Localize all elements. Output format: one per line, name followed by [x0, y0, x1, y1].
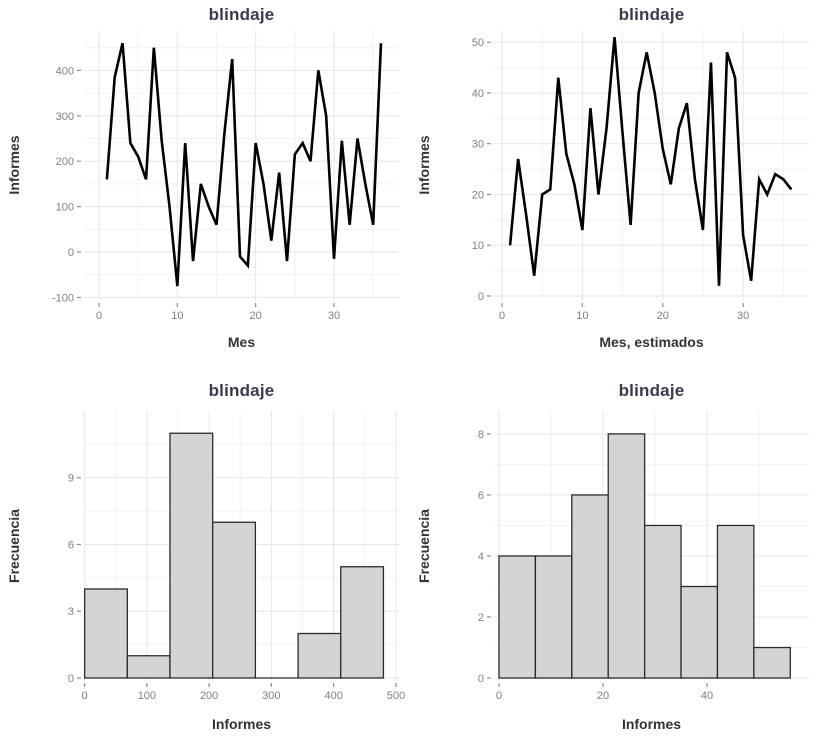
- svg-text:0: 0: [68, 673, 74, 685]
- svg-text:300: 300: [56, 111, 74, 123]
- plot-area: 0 100 200 300 400 500 0 3 6 9: [68, 411, 405, 702]
- svg-text:6: 6: [478, 490, 484, 502]
- line-chart-mes-estimados: 0 10 20 30 0 10 20 30 40 50 blindaje Informes Mes…: [410, 0, 819, 376]
- svg-text:2: 2: [478, 612, 484, 624]
- svg-text:6: 6: [68, 539, 74, 551]
- svg-text:50: 50: [472, 37, 484, 49]
- svg-text:0: 0: [96, 310, 102, 322]
- histogram-informes-estimados: 0 20 40 0 2 4 6 8 blindaje Frecuencia Informes: [410, 376, 819, 753]
- x-axis-label: Mes, estimados: [599, 334, 704, 350]
- plot-area: 0 20 40 0 2 4 6 8: [478, 411, 809, 702]
- svg-text:0: 0: [82, 690, 88, 702]
- svg-text:10: 10: [472, 240, 484, 252]
- svg-text:500: 500: [387, 690, 405, 702]
- svg-text:30: 30: [328, 310, 340, 322]
- histogram-informes: 0 100 200 300 400 500 0 3 6 9 blindaje Frecuencia…: [0, 376, 410, 753]
- svg-text:0: 0: [499, 310, 505, 322]
- y-axis-label: Frecuencia: [6, 509, 22, 583]
- svg-text:4: 4: [478, 551, 484, 563]
- svg-text:10: 10: [576, 310, 588, 322]
- chart-title: blindaje: [618, 5, 685, 24]
- x-axis-label: Informes: [211, 716, 272, 732]
- svg-text:200: 200: [56, 156, 74, 168]
- chart-title: blindaje: [208, 381, 275, 400]
- svg-text:30: 30: [737, 310, 749, 322]
- svg-text:40: 40: [472, 88, 484, 100]
- svg-text:0: 0: [478, 673, 484, 685]
- svg-text:40: 40: [701, 690, 713, 702]
- svg-text:100: 100: [138, 690, 156, 702]
- svg-text:-100: -100: [52, 292, 74, 304]
- svg-text:20: 20: [657, 310, 669, 322]
- chart-title: blindaje: [618, 381, 685, 400]
- svg-text:200: 200: [200, 690, 218, 702]
- y-axis-label: Informes: [6, 135, 22, 195]
- x-axis-label: Informes: [621, 716, 682, 732]
- y-axis-label: Frecuencia: [416, 509, 432, 583]
- svg-text:20: 20: [472, 189, 484, 201]
- svg-text:0: 0: [478, 291, 484, 303]
- chart-title: blindaje: [208, 5, 275, 24]
- svg-text:8: 8: [478, 429, 484, 441]
- svg-text:20: 20: [597, 690, 609, 702]
- svg-text:0: 0: [68, 247, 74, 259]
- line-chart-mes: 0 10 20 30 -100 0 100 200 300 400 blindaje Inform…: [0, 0, 410, 376]
- svg-text:3: 3: [68, 606, 74, 618]
- svg-text:20: 20: [250, 310, 262, 322]
- svg-text:10: 10: [171, 310, 183, 322]
- svg-text:9: 9: [68, 473, 74, 485]
- svg-text:400: 400: [324, 690, 342, 702]
- svg-text:300: 300: [262, 690, 280, 702]
- plot-area: 0 10 20 30 0 10 20 30 40 50: [472, 30, 809, 322]
- y-axis-label: Informes: [416, 135, 432, 195]
- plot-area: 0 10 20 30 -100 0 100 200 300 400: [52, 30, 399, 322]
- x-axis-label: Mes: [227, 334, 256, 350]
- svg-text:400: 400: [56, 65, 74, 77]
- svg-text:100: 100: [56, 202, 74, 214]
- svg-text:0: 0: [496, 690, 502, 702]
- svg-text:30: 30: [472, 139, 484, 151]
